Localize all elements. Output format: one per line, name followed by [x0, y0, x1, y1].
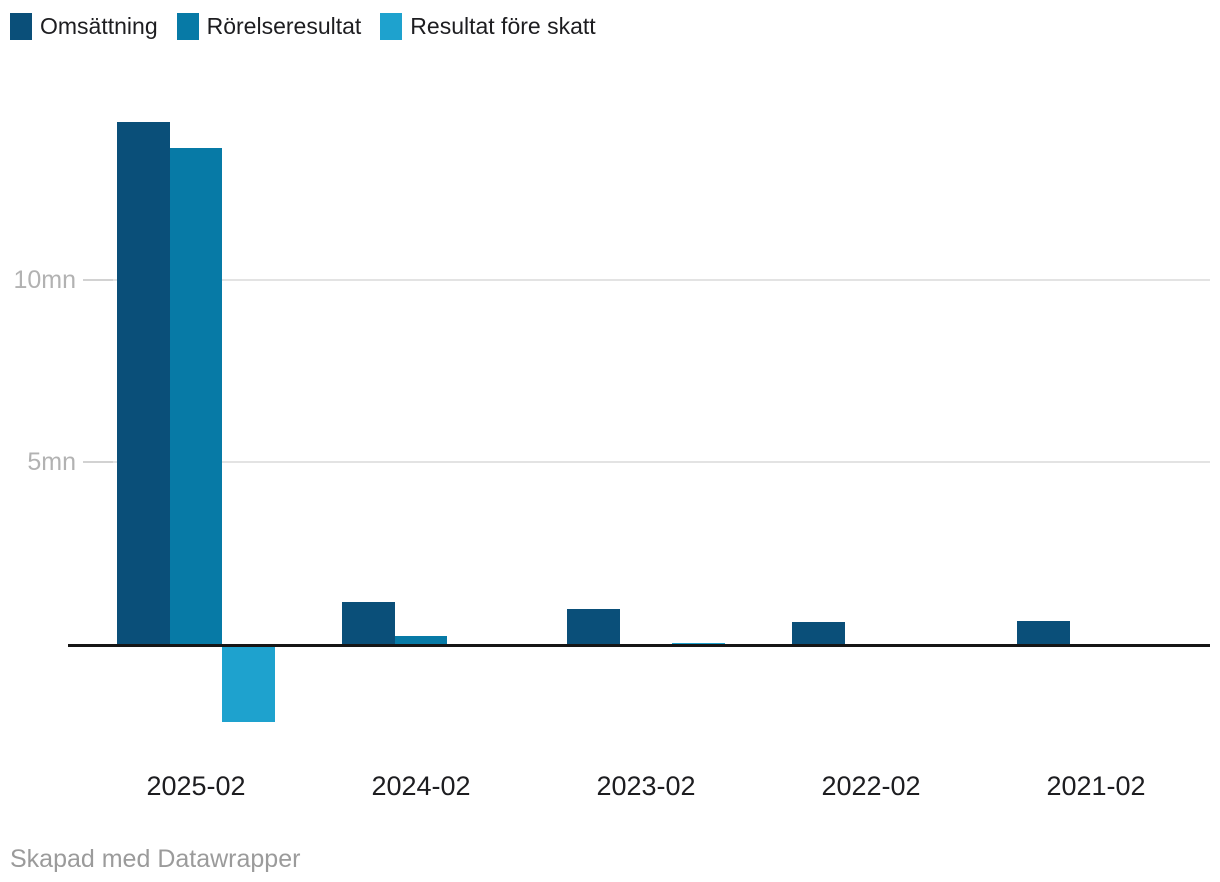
legend-swatch-omsattning	[10, 13, 32, 40]
legend-label-resultat-fore-skatt: Resultat före skatt	[410, 13, 596, 39]
bar-Omsättning-2022-02[interactable]	[792, 621, 845, 645]
bar-Omsättning-2023-02[interactable]	[567, 608, 620, 645]
y-axis-tick-label: 10mn	[13, 265, 76, 294]
datawrapper-attribution-link[interactable]: Skapad med Datawrapper	[10, 845, 301, 873]
bar-Resultat före skatt-2025-02[interactable]	[222, 645, 276, 723]
x-axis-baseline	[68, 644, 1210, 647]
x-axis-label-2021-02: 2021-02	[1046, 771, 1146, 801]
legend-label-omsattning: Omsättning	[40, 13, 158, 39]
legend-label-rorelseresultat: Rörelseresultat	[206, 13, 362, 39]
x-axis-label-2022-02: 2022-02	[821, 771, 921, 801]
y-axis-tick-label: 5mn	[27, 448, 76, 477]
gridline-10mn	[83, 278, 1210, 281]
legend-swatch-resultat-fore-skatt	[380, 13, 403, 40]
bar-Rörelseresultat-2024-02[interactable]	[394, 635, 448, 645]
legend-item-resultat-fore-skatt: Resultat före skatt	[380, 13, 596, 40]
x-axis-label-2025-02: 2025-02	[146, 771, 246, 801]
legend-swatch-rorelseresultat	[176, 13, 199, 40]
x-axis-label-2024-02: 2024-02	[371, 771, 471, 801]
bar-Omsättning-2021-02[interactable]	[1017, 621, 1070, 645]
axis-tick-10mn	[83, 278, 113, 281]
x-axis-label-2023-02: 2023-02	[596, 771, 696, 801]
legend-item-omsattning: Omsättning	[10, 13, 158, 40]
bar-Omsättning-2024-02[interactable]	[342, 601, 395, 645]
legend-item-rorelseresultat: Rörelseresultat	[176, 13, 362, 40]
bar-Omsättning-2025-02[interactable]	[117, 122, 170, 645]
gridline-5mn	[83, 461, 1210, 464]
axis-tick-5mn	[83, 461, 113, 464]
legend: Omsättning Rörelseresultat Resultat före…	[10, 13, 596, 40]
bar-Rörelseresultat-2025-02[interactable]	[169, 147, 223, 645]
bar-Resultat före skatt-2023-02[interactable]	[672, 642, 726, 645]
